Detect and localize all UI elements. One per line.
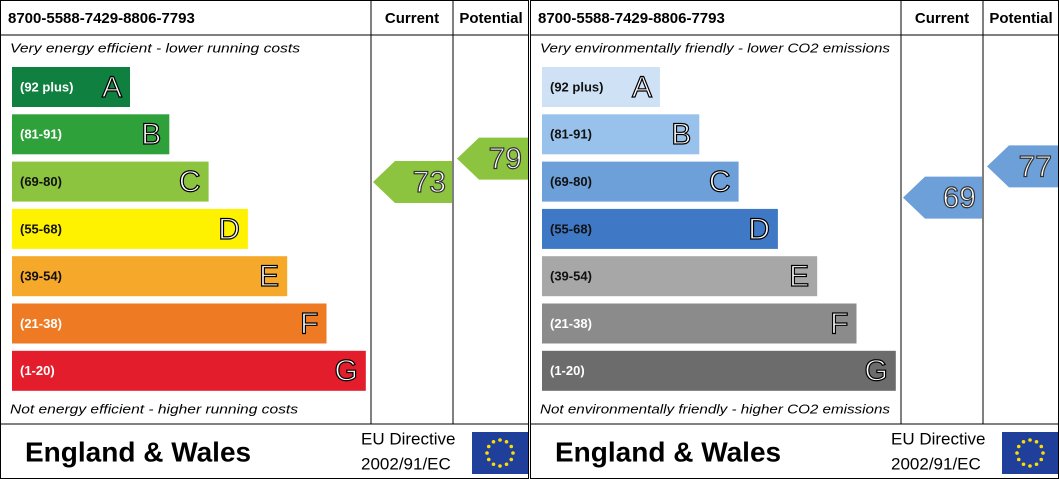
- eu-star: [1039, 444, 1044, 449]
- eu-star: [1016, 457, 1021, 462]
- potential-value: 79: [489, 143, 522, 176]
- eu-star: [1021, 462, 1026, 467]
- band-range: (39-54): [550, 269, 592, 284]
- eu-star: [511, 451, 515, 455]
- directive-code: 2002/91/EC: [361, 454, 451, 473]
- eu-star: [1015, 451, 1019, 455]
- eu-star: [498, 438, 502, 442]
- eu-star: [1034, 439, 1039, 444]
- band-range: (39-54): [20, 269, 62, 284]
- directive: EU Directive: [361, 429, 455, 448]
- potential-header: Potential: [989, 10, 1052, 27]
- band-range: (21-38): [20, 316, 62, 331]
- region: England & Wales: [25, 436, 251, 467]
- band-bar: [542, 350, 896, 391]
- potential-header: Potential: [459, 10, 522, 27]
- eu-star: [1016, 444, 1021, 449]
- eu-star: [498, 464, 502, 468]
- eu-star: [491, 439, 496, 444]
- current-arrow: [903, 176, 982, 219]
- band-letter: B: [671, 118, 691, 151]
- band-bar: [12, 256, 288, 297]
- band-range: (69-80): [550, 174, 592, 189]
- directive-code: 2002/91/EC: [891, 454, 981, 473]
- band-range: (81-91): [20, 127, 62, 142]
- eu-star: [1041, 451, 1045, 455]
- band-range: (21-38): [550, 316, 592, 331]
- band-letter: E: [789, 260, 809, 293]
- eu-star: [491, 462, 496, 467]
- band-range: (55-68): [20, 221, 62, 236]
- band-letter: C: [179, 166, 201, 199]
- potential-value: 77: [1019, 150, 1052, 183]
- eu-star: [1028, 464, 1032, 468]
- ref-number: 8700-5588-7429-8806-7793: [8, 10, 195, 27]
- band-bar: [542, 114, 700, 155]
- eu-star: [486, 444, 491, 449]
- top-note: Very environmentally friendly - lower CO…: [540, 40, 891, 55]
- potential-arrow: [987, 145, 1058, 188]
- eu-star: [1028, 438, 1032, 442]
- band-bar: [12, 161, 209, 202]
- band-bar: [12, 303, 327, 344]
- band-range: (92 plus): [20, 79, 73, 94]
- band-letter: F: [300, 307, 318, 340]
- eu-star: [1039, 457, 1044, 462]
- band-letter: D: [218, 213, 240, 246]
- band-range: (92 plus): [550, 79, 603, 94]
- band-range: (81-91): [550, 127, 592, 142]
- current-header: Current: [915, 10, 969, 27]
- band-letter: B: [141, 118, 161, 151]
- eu-star: [504, 439, 509, 444]
- current-arrow: [373, 161, 452, 203]
- band-letter: E: [259, 260, 279, 293]
- current-header: Current: [385, 10, 439, 27]
- band-bar: [542, 67, 660, 107]
- bottom-note: Not energy efficient - higher running co…: [10, 401, 299, 416]
- eu-star: [509, 444, 514, 449]
- band-bar: [542, 303, 857, 344]
- band-letter: A: [102, 71, 122, 104]
- band-bar: [542, 208, 778, 249]
- band-range: (1-20): [550, 363, 585, 378]
- band-range: (1-20): [20, 363, 55, 378]
- bottom-note: Not environmentally friendly - higher CO…: [540, 401, 891, 416]
- current-value: 73: [413, 166, 446, 199]
- band-letter: G: [334, 355, 357, 388]
- band-letter: G: [864, 355, 887, 388]
- band-range: (55-68): [550, 221, 592, 236]
- eu-star: [485, 451, 489, 455]
- eu-star: [509, 457, 514, 462]
- band-letter: A: [632, 71, 652, 104]
- band-bar: [542, 161, 739, 202]
- eu-star: [1021, 439, 1026, 444]
- band-range: (69-80): [20, 174, 62, 189]
- current-value: 69: [943, 182, 976, 215]
- eu-star: [504, 462, 509, 467]
- band-bar: [12, 208, 248, 249]
- band-letter: D: [748, 213, 770, 246]
- eu-star: [486, 457, 491, 462]
- top-note: Very energy efficient - lower running co…: [10, 40, 301, 55]
- directive: EU Directive: [891, 429, 985, 448]
- band-bar: [12, 67, 130, 107]
- region: England & Wales: [555, 436, 781, 467]
- eu-star: [1034, 462, 1039, 467]
- band-letter: C: [709, 166, 731, 199]
- band-bar: [12, 350, 366, 391]
- potential-arrow: [457, 137, 528, 180]
- band-bar: [12, 114, 170, 155]
- ref-number: 8700-5588-7429-8806-7793: [538, 10, 725, 27]
- band-letter: F: [830, 307, 848, 340]
- band-bar: [542, 256, 818, 297]
